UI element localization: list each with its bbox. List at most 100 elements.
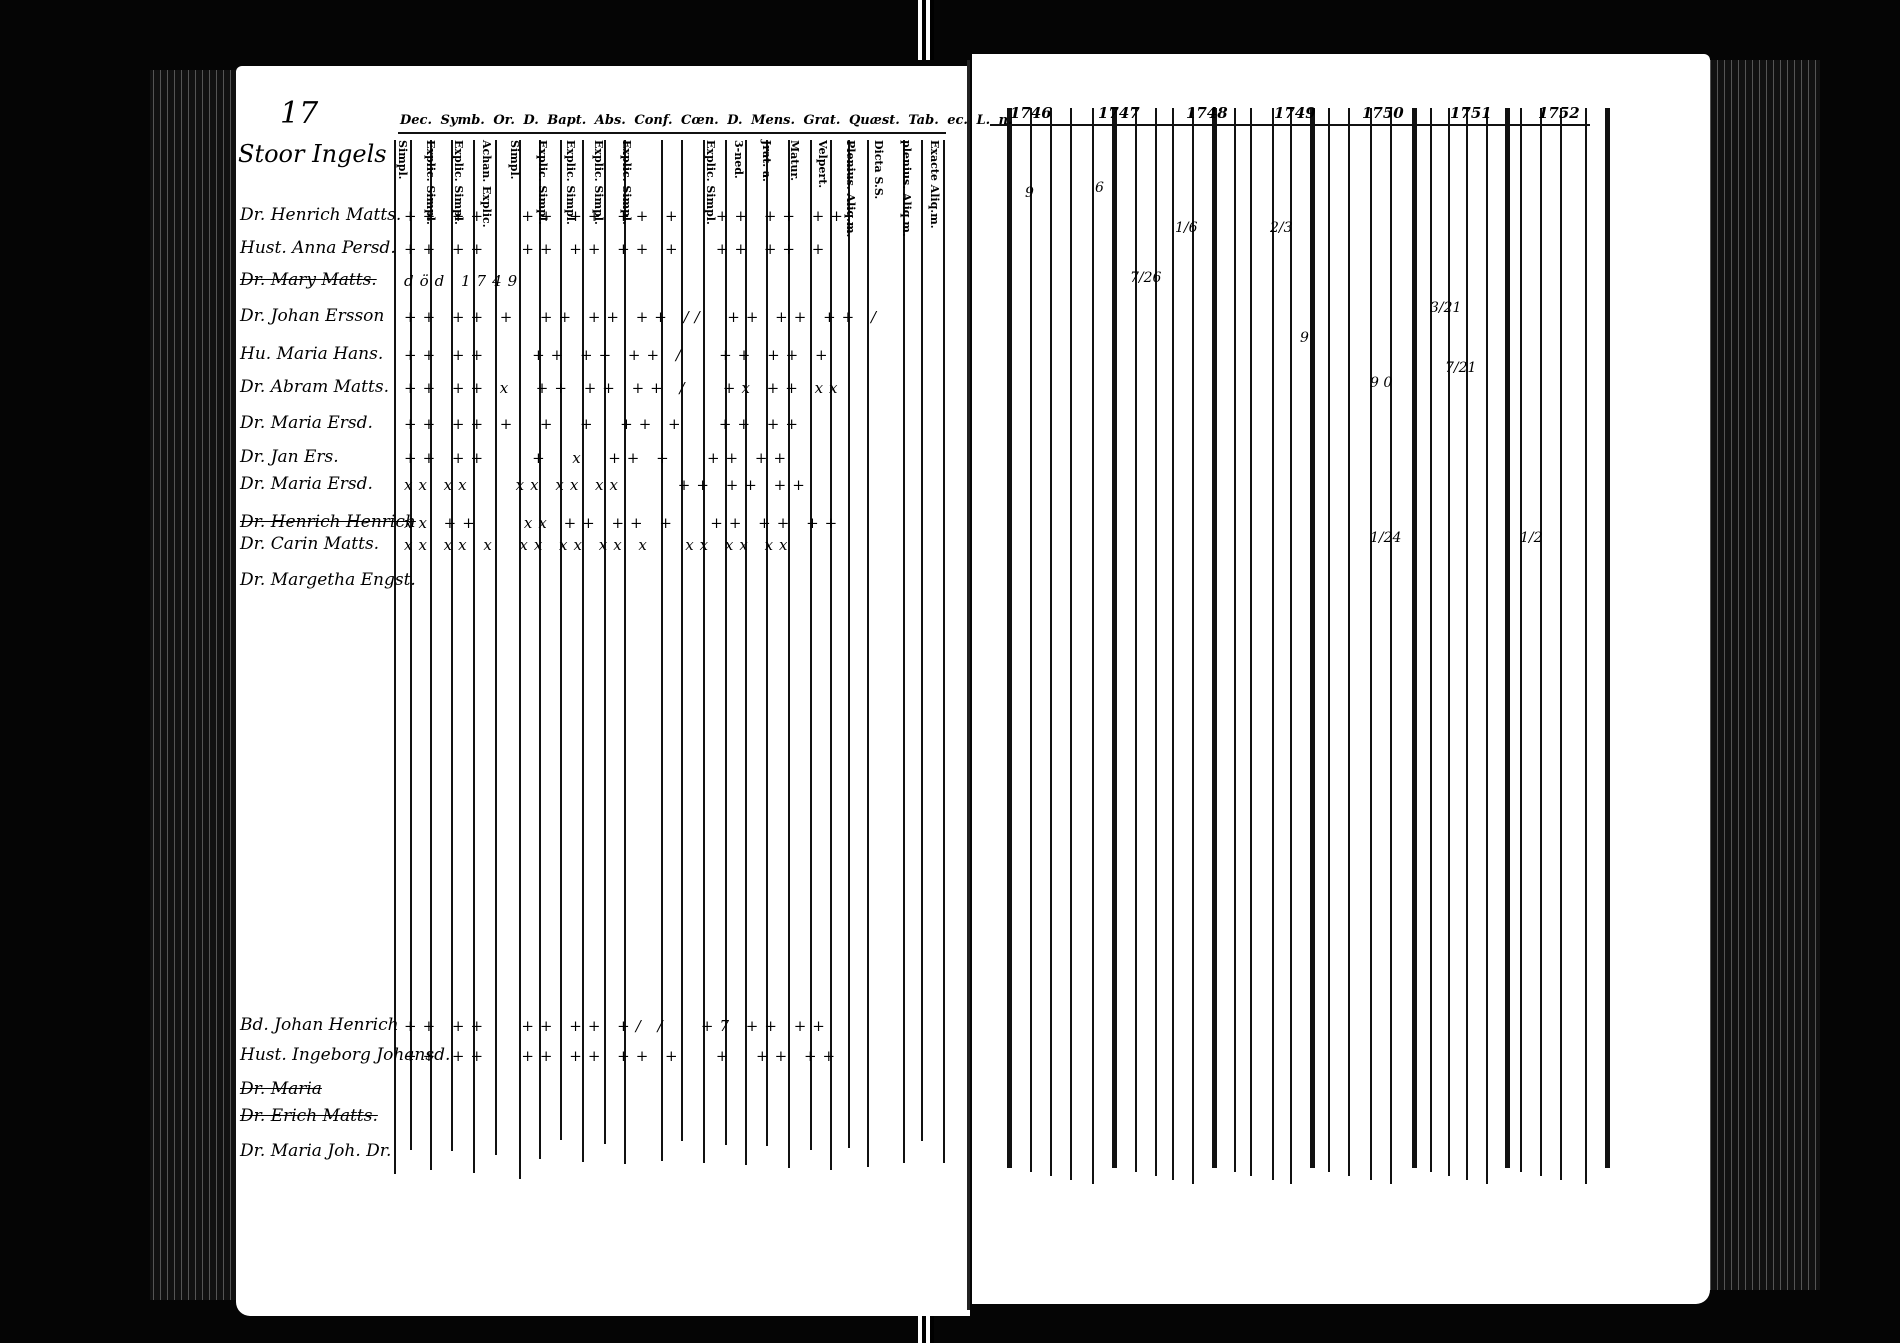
year-header: 1752: [1538, 104, 1580, 122]
column-line: [745, 140, 747, 1165]
entry-marks: xx ++ xx ++ ++ + ++ ++ ++: [404, 514, 844, 532]
entry-marks: ++ ++ + ++ ++ ++ // ++ ++ ++ /: [404, 308, 883, 326]
entry-marks: ++ ++ ++ ++ +/ / +7 ++ ++: [404, 1017, 831, 1035]
column-line: [1070, 108, 1072, 1180]
column-line: [1050, 108, 1052, 1176]
sub-column-header: Simpl.: [396, 140, 409, 180]
column-line: [1390, 108, 1392, 1184]
entry-marks: ++ ++ + x ++ + ++ ++: [404, 449, 793, 467]
sub-column-header: Explic. Simpl.: [564, 140, 577, 225]
register-note: 7/21: [1445, 360, 1477, 376]
sub-column-header: Plenius. Aliq.m.: [844, 140, 857, 238]
village-name: Stoor Ingels: [238, 140, 387, 168]
register-note: 9 0: [1370, 375, 1393, 391]
sub-column-header: Dicta S.S.: [872, 140, 885, 200]
entry-name: Dr. Johan Ersson: [240, 306, 385, 326]
sub-column-header: Simpl.: [508, 140, 521, 180]
sub-column-header: Explic. Simpl.: [452, 140, 465, 225]
entry-marks: xx xx x xx xx xx x xx xx xx: [404, 536, 794, 554]
entry-name: Dr. Jan Ers.: [240, 447, 339, 467]
column-line: [1155, 108, 1157, 1176]
column-line: [1250, 108, 1252, 1176]
register-note: 6: [1095, 180, 1104, 196]
year-rule: [990, 124, 1590, 126]
entry-marks: ++ ++ + + + ++ + ++ ++: [404, 415, 804, 433]
book-edge-left: [150, 70, 240, 1300]
entry-name: Dr. Maria: [240, 1079, 322, 1099]
column-line: [1540, 108, 1542, 1176]
entry-name: Dr. Henrich Matts.: [240, 205, 402, 225]
sub-column-header: 3-ned.: [732, 140, 745, 179]
column-line: [1328, 108, 1330, 1172]
sub-column-header: Explic. Simpl.: [536, 140, 549, 225]
column-line: [703, 140, 705, 1163]
column-line: [1310, 108, 1315, 1168]
sub-column-header: Velpert.: [816, 140, 829, 189]
register-note: 3/21: [1430, 300, 1462, 316]
column-line: [661, 140, 663, 1161]
sub-column-header: Explic. Simpl.: [620, 140, 633, 225]
column-line: [1135, 108, 1137, 1172]
column-line: [519, 140, 521, 1179]
column-line: [921, 140, 923, 1141]
entry-name: Dr. Mary Matts.: [240, 270, 377, 290]
column-line: [1192, 108, 1194, 1184]
entry-marks: ++ ++ x ++ ++ ++ / +x ++ xx: [404, 379, 844, 397]
column-line: [1348, 108, 1350, 1176]
register-note: 2/3: [1270, 220, 1293, 236]
column-line: [1172, 108, 1174, 1180]
page-number: 17: [280, 96, 319, 131]
column-line: [1234, 108, 1236, 1172]
register-note: 1/24: [1370, 530, 1402, 546]
column-line: [473, 140, 475, 1173]
entry-marks: ++ ++ ++ ++ ++ / ++ ++ +: [404, 346, 834, 364]
year-header: 1747: [1098, 104, 1140, 122]
sub-column-header: plenius. Aliq.m.: [900, 140, 913, 237]
entry-marks: ++ ++ ++ ++ ++ + + ++ ++: [404, 1047, 842, 1065]
column-line: [1112, 108, 1117, 1168]
column-line: [1430, 108, 1432, 1172]
sub-column-header: Exacte Aliq.m.: [928, 140, 941, 229]
year-header: 1751: [1450, 104, 1492, 122]
column-line: [725, 140, 727, 1145]
entry-marks: död 1749: [404, 272, 524, 290]
column-line: [867, 140, 869, 1167]
register-note: 7/26: [1130, 270, 1162, 286]
column-line: [681, 140, 683, 1141]
year-header: 1748: [1186, 104, 1228, 122]
right-page: [972, 54, 1710, 1304]
entry-name: Hust. Ingeborg Johansd.: [240, 1045, 451, 1065]
register-note: 9: [1025, 185, 1034, 201]
entry-name: Dr. Abram Matts.: [240, 377, 389, 397]
register-note: 9: [1300, 330, 1309, 346]
year-header: 1746: [1010, 104, 1052, 122]
column-line: [1486, 108, 1488, 1184]
register-note: 1/6: [1175, 220, 1198, 236]
column-line: [1272, 108, 1274, 1180]
column-line: [810, 140, 812, 1150]
sub-column-header: Explic. Simpl.: [424, 140, 437, 225]
column-line: [943, 140, 945, 1163]
column-header: Dec. Symb. Or. D. Bapt. Abs. Conf. Cœn. …: [400, 113, 1013, 128]
entry-marks: ++ ++ ++ ++ ++ + ++ ++ ++: [404, 207, 849, 225]
entry-name: Dr. Carin Matts.: [240, 534, 380, 554]
entry-marks: xx xx xx xx xx ++ ++ ++: [404, 476, 811, 494]
column-line: [1605, 108, 1610, 1168]
sub-column-header: Jrat. a.: [760, 140, 773, 182]
sub-column-header: Achan. Explic.: [480, 140, 493, 228]
column-line: [430, 140, 432, 1170]
book-spine: [918, 0, 934, 60]
entry-name: Hu. Maria Hans.: [240, 344, 384, 364]
column-line: [848, 140, 850, 1148]
entry-name: Hust. Anna Persd.: [240, 238, 396, 258]
column-line: [830, 140, 832, 1170]
sub-column-header: Explic. Simpl.: [704, 140, 717, 225]
entry-name: Dr. Maria Ersd.: [240, 474, 373, 494]
column-line: [1370, 108, 1372, 1180]
column-line: [766, 140, 768, 1146]
entry-name: Dr. Maria Ersd.: [240, 413, 373, 433]
column-line: [394, 140, 396, 1174]
column-line: [1007, 108, 1012, 1168]
column-line: [582, 140, 584, 1162]
column-line: [539, 140, 541, 1159]
